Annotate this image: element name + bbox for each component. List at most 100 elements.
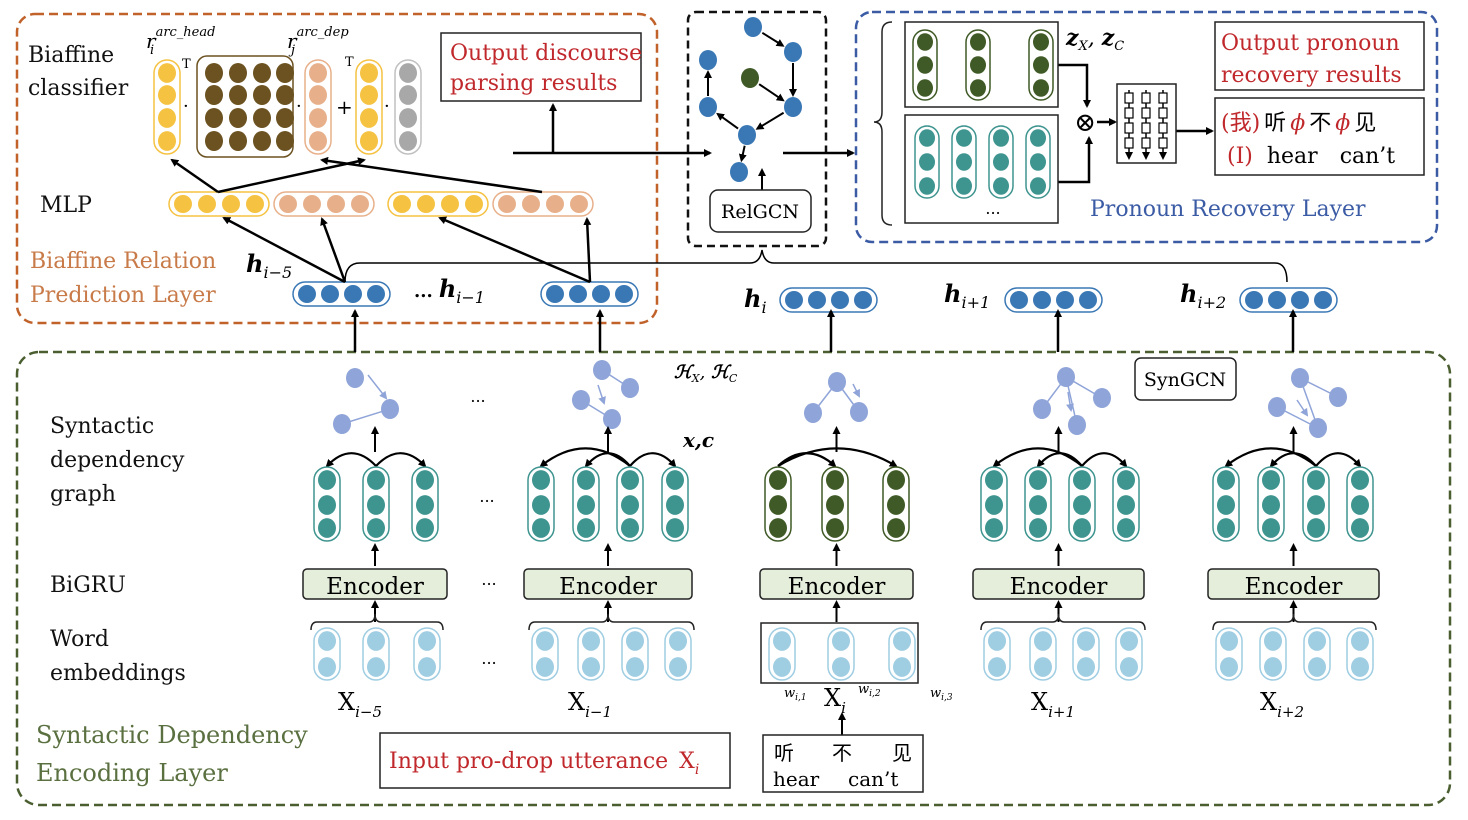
vector-unit <box>769 518 787 538</box>
vector-unit <box>621 495 639 515</box>
dependency-arc <box>375 452 427 468</box>
matrix-unit <box>205 63 223 83</box>
vector-unit <box>1308 657 1326 677</box>
vector-unit <box>418 631 436 651</box>
r-dep-label: rarc_dep j <box>287 25 349 58</box>
capsule-outline <box>387 191 489 217</box>
arrow-to-mlp <box>438 216 591 284</box>
utterance-label: Xi−1 <box>568 688 612 721</box>
word-embedding-vector <box>1072 627 1100 681</box>
vector-unit <box>666 518 684 538</box>
encoder-box <box>523 568 693 600</box>
vector-unit <box>416 470 434 490</box>
input-word-zh-2: 不 <box>832 741 852 765</box>
vector-unit <box>1030 177 1046 195</box>
current-feature-vector <box>965 29 991 101</box>
vector-unit <box>1245 291 1263 309</box>
z-label: zX, zC <box>1065 25 1124 54</box>
vector-unit <box>246 195 264 213</box>
hidden-vectors <box>292 281 1338 313</box>
mlp-head-vector-1 <box>168 191 270 217</box>
dependency-node <box>1093 388 1111 408</box>
context-utterance-feature-vector <box>411 466 439 542</box>
encoder-label: Encoder <box>326 574 424 600</box>
vector-unit <box>577 495 595 515</box>
arrow-to-mlp <box>222 216 346 284</box>
word-embedding-vector <box>577 627 605 681</box>
embedding-brace <box>980 613 1146 631</box>
hidden-vector-i+2 <box>1239 287 1338 313</box>
vector-unit <box>318 470 336 490</box>
vector-unit <box>399 63 417 83</box>
mlp-label: MLP <box>40 193 92 218</box>
vector-unit <box>417 195 435 213</box>
utterance-label: Xi+1 <box>1031 688 1075 721</box>
capsule-outline <box>394 59 422 155</box>
matrix-unit <box>276 63 294 83</box>
dependency-arc <box>1081 452 1128 468</box>
vector-unit <box>399 108 417 128</box>
relgcn-node <box>730 162 748 182</box>
vector-unit <box>198 195 216 213</box>
capsule-outline <box>355 59 383 155</box>
vector-unit <box>919 177 935 195</box>
utterance-label: Xi−5 <box>338 688 382 721</box>
word-embedding-vector <box>1259 627 1287 681</box>
output-discourse-text-2: parsing results <box>450 71 617 96</box>
encoder-box <box>972 568 1145 600</box>
arrow-to-head <box>170 158 219 194</box>
context-utterance-feature-vector <box>1112 466 1140 542</box>
relgcn-node <box>738 125 756 145</box>
dependency-direction-arrow <box>1066 391 1074 412</box>
arrow-current-to-product <box>1058 63 1091 108</box>
vector-unit <box>318 657 336 677</box>
word-embedding-vector <box>888 627 916 681</box>
word-embedding-vector <box>827 627 855 681</box>
vector-unit <box>536 631 554 651</box>
dependency-arc <box>777 452 837 468</box>
vector-unit <box>773 631 791 651</box>
context-utterance-feature-vector <box>980 466 1008 542</box>
vector-unit <box>570 195 588 213</box>
vector-unit <box>360 63 378 83</box>
embedding-brace <box>310 613 444 631</box>
graph-row-label-3: graph <box>50 482 116 507</box>
dependency-arc <box>584 452 631 468</box>
syntactic-layer-title-1: Syntactic Dependency <box>36 721 308 749</box>
grid-cell <box>1141 137 1151 149</box>
vector-unit <box>327 195 345 213</box>
vector-unit <box>592 285 610 303</box>
encoder-label: Encoder <box>1245 574 1343 600</box>
hidden-label-i+2: hi+2 <box>1180 279 1226 312</box>
ellipsis-graph: ... <box>470 387 485 406</box>
context-utterance-feature-vector <box>1068 466 1096 542</box>
input-word-en-1: hear <box>773 767 820 791</box>
context-utterance-feature-vector <box>661 466 689 542</box>
vector-unit <box>826 518 844 538</box>
vector-unit <box>318 631 336 651</box>
vector-unit <box>919 153 935 171</box>
encoder-box <box>302 568 448 600</box>
hidden-states-brace <box>344 249 1288 283</box>
vector-unit <box>360 85 378 105</box>
vector-unit <box>769 495 787 515</box>
vector-unit <box>1307 470 1325 490</box>
vector-unit <box>309 63 327 83</box>
relgcn-edge <box>738 145 747 163</box>
context-ellipsis: ... <box>985 199 1000 218</box>
dependency-node <box>603 409 621 429</box>
vector-unit <box>158 63 176 83</box>
vector-unit <box>1010 291 1028 309</box>
vector-unit <box>769 470 787 490</box>
ellipsis-features: ... <box>479 487 494 506</box>
word-embedding-vector <box>1215 627 1243 681</box>
vector-unit <box>1307 518 1325 538</box>
current-utterance-feature-vector <box>821 466 849 542</box>
vector-unit <box>1073 470 1091 490</box>
relgcn-node <box>699 50 717 70</box>
capsule-outline <box>292 281 391 307</box>
relgcn-edge <box>755 111 785 130</box>
graph-row-label-1: Syntactic <box>50 414 154 439</box>
graph-row-label-2: dependency <box>50 448 185 473</box>
arrow-to-dep <box>320 156 543 194</box>
